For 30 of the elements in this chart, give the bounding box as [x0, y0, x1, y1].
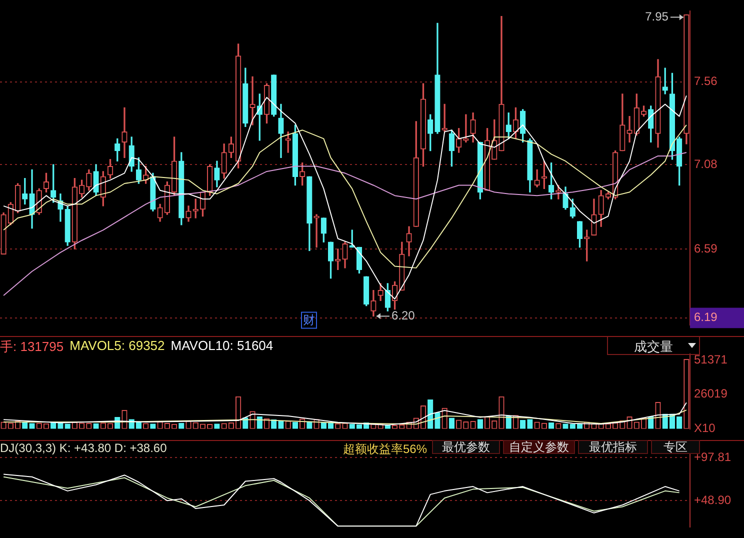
bar: [477, 419, 483, 429]
y-tick-label: 51371: [694, 352, 728, 366]
annotation: 财: [303, 313, 315, 328]
candlestick: [626, 116, 632, 142]
y-tick-label: 6.19: [694, 310, 718, 324]
bar: [434, 412, 440, 429]
annotation: 自定义参数: [503, 440, 575, 454]
annotation: 最优指标: [578, 440, 648, 454]
text: MAVOL10: 51604: [170, 338, 274, 355]
y-tick-label: 7.08: [694, 156, 718, 171]
y-tick-label: 6.59: [694, 241, 718, 256]
y-tick-label: +48.90: [694, 493, 732, 507]
y-tick-label: X10: [694, 421, 716, 436]
y-tick-label: +97.81: [694, 450, 732, 464]
annotation: 专区: [664, 440, 688, 454]
annotation: 手: 131795: [0, 338, 64, 356]
annotation: 超额收益率56%: [343, 441, 428, 458]
annotation: DJ(30,3,3) K: +43.80 D: +38.60: [0, 441, 167, 455]
text: MAVOL5: 69352: [70, 338, 165, 355]
candlestick: [250, 76, 256, 126]
bar: [527, 419, 533, 429]
annotation: 7.95: [645, 10, 669, 24]
y-tick-label: 26019: [694, 386, 728, 400]
candlestick: [463, 114, 469, 142]
candlestick: [122, 107, 128, 158]
y-tick-label: 7.56: [694, 74, 718, 88]
annotation: 成交量: [634, 338, 673, 356]
annotation: 最优参数: [432, 440, 500, 454]
annotation: 6.20: [391, 308, 416, 322]
bar: [448, 418, 455, 429]
